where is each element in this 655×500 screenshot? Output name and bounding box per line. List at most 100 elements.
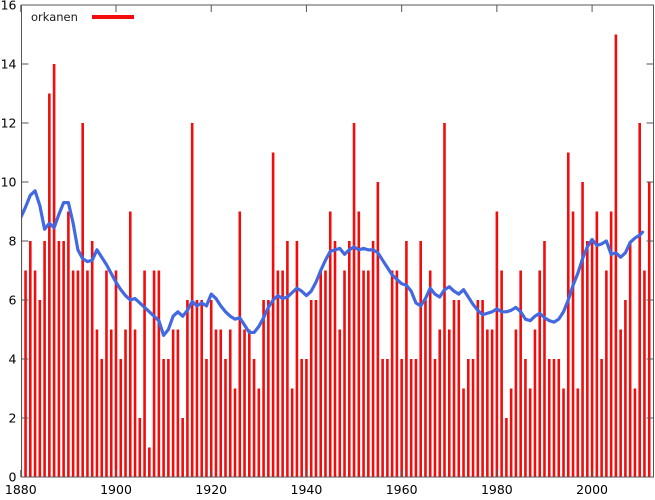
bar-1934 <box>276 270 280 477</box>
bar-1952 <box>362 270 365 477</box>
bar-1998 <box>581 182 584 477</box>
bar-2007 <box>624 300 627 477</box>
bar-1978 <box>486 329 489 477</box>
bar-1899 <box>109 329 113 477</box>
y-tick-label: 14 <box>1 57 17 72</box>
x-tick-label: 1920 <box>195 482 227 497</box>
bar-1969 <box>443 123 446 477</box>
bar-1980 <box>495 211 499 477</box>
bar-1894 <box>86 270 89 477</box>
bar-1941 <box>309 300 313 477</box>
bar-1918 <box>200 300 203 477</box>
x-tick-label: 1900 <box>100 482 132 497</box>
bar-1925 <box>233 388 237 477</box>
bar-2011 <box>643 270 646 477</box>
y-tick-label: 16 <box>1 0 17 13</box>
bar-1948 <box>343 270 346 477</box>
bar-1921 <box>214 329 218 477</box>
bar-1971 <box>452 300 456 477</box>
y-tick-label: 10 <box>1 175 17 190</box>
bar-1979 <box>490 329 494 477</box>
bar-1888 <box>57 241 61 477</box>
bar-1955 <box>376 182 380 477</box>
bar-1910 <box>162 359 165 477</box>
tick-marks <box>20 4 654 478</box>
bar-1915 <box>186 300 189 477</box>
bar-1967 <box>433 359 437 477</box>
bar-1973 <box>462 388 465 477</box>
bar-1922 <box>219 329 223 477</box>
bar-1928 <box>248 329 251 477</box>
bar-1956 <box>381 359 384 477</box>
bar-1897 <box>100 359 104 477</box>
bar-1923 <box>224 359 227 477</box>
bar-2002 <box>600 359 603 477</box>
bar-1936 <box>286 241 289 477</box>
bar-1931 <box>262 300 265 477</box>
bar-1965 <box>424 300 427 477</box>
bar-1996 <box>571 211 575 477</box>
bar-1895 <box>90 241 94 477</box>
y-tick-label: 6 <box>9 293 17 308</box>
bar-1882 <box>29 241 32 477</box>
y-tick-label: 4 <box>9 352 17 367</box>
bar-2006 <box>619 329 622 477</box>
bar-1961 <box>405 241 408 477</box>
bar-1962 <box>409 359 413 477</box>
bar-1975 <box>471 359 475 477</box>
bar-1890 <box>67 211 70 477</box>
bar-1883 <box>33 270 37 477</box>
bar-1946 <box>333 241 337 477</box>
bar-1953 <box>367 270 370 477</box>
bar-1892 <box>76 270 80 477</box>
bar-1896 <box>95 329 99 477</box>
bar-1986 <box>524 359 527 477</box>
bar-1917 <box>195 300 199 477</box>
bar-1905 <box>138 418 142 477</box>
bar-1981 <box>500 270 503 477</box>
bar-1951 <box>357 211 361 477</box>
bar-1886 <box>48 93 51 477</box>
bar-1900 <box>114 270 118 477</box>
x-tick-label: 1880 <box>5 482 37 497</box>
bar-1885 <box>43 241 46 477</box>
bar-1992 <box>552 359 556 477</box>
bar-1932 <box>267 300 270 477</box>
moving-average-line <box>21 189 645 337</box>
bar-1977 <box>481 300 484 477</box>
bar-2000 <box>590 241 594 477</box>
bar-1933 <box>271 152 275 477</box>
bar-1920 <box>209 300 213 477</box>
bar-1904 <box>133 329 137 477</box>
bar-1891 <box>71 270 75 477</box>
bar-1957 <box>386 359 389 477</box>
bar-1960 <box>400 359 403 477</box>
bar-1963 <box>414 359 418 477</box>
bar-2004 <box>609 211 613 477</box>
legend-line-swatch <box>91 15 134 19</box>
bar-1959 <box>395 270 399 477</box>
bar-1912 <box>171 329 175 477</box>
bar-1984 <box>514 329 518 477</box>
bar-1909 <box>157 270 161 477</box>
bar-1990 <box>543 241 546 477</box>
bar-1887 <box>52 64 56 477</box>
bar-2010 <box>638 123 641 477</box>
x-tick-label: 1940 <box>291 482 323 497</box>
tick-labels: 0 2 4 6 8 10 12 14 16 1880 1900 1920 1940 1960 1980 200… <box>1 0 608 497</box>
bar-1964 <box>419 241 422 477</box>
y-tick-label: 8 <box>9 234 17 249</box>
bar-1943 <box>319 270 323 477</box>
bar-2008 <box>628 241 632 477</box>
bar-1913 <box>176 329 180 477</box>
bar-1989 <box>538 270 542 477</box>
bar-1987 <box>528 388 532 477</box>
bar-1999 <box>586 241 589 477</box>
bar-1968 <box>438 329 442 477</box>
bar-1970 <box>447 329 451 477</box>
bar-1985 <box>519 270 522 477</box>
bar-1935 <box>281 270 284 477</box>
y-tick-label: 2 <box>9 411 17 426</box>
y-tick-label: 0 <box>9 470 17 485</box>
bar-1907 <box>148 447 151 477</box>
